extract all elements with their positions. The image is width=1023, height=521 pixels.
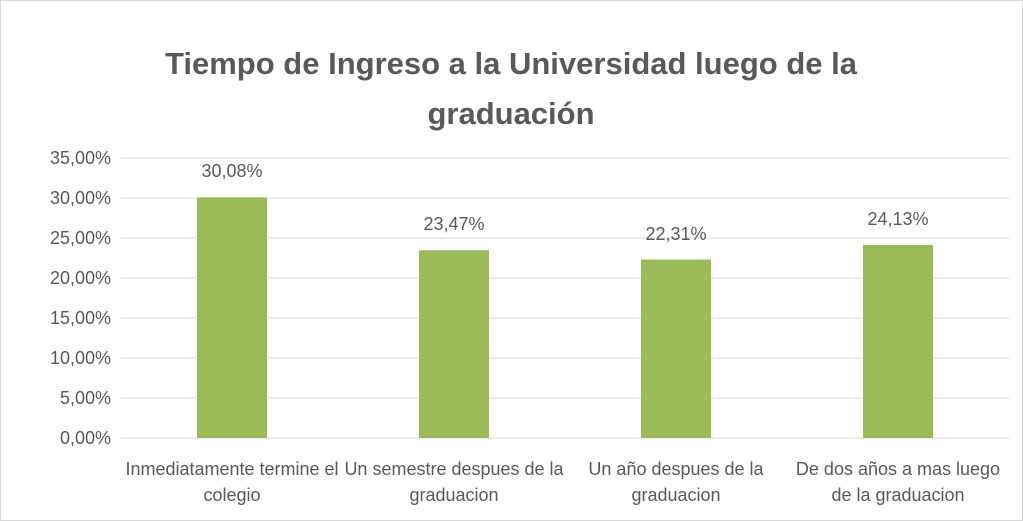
data-label: 24,13% — [867, 208, 929, 229]
bar — [419, 250, 489, 438]
data-label: 30,08% — [201, 161, 263, 182]
bar — [197, 197, 267, 438]
y-tick-label: 20,00% — [49, 268, 111, 288]
x-tick-label: Un año despues de la graduacion — [588, 459, 764, 505]
x-tick-label: Un semestre despues de la graduacion — [344, 459, 564, 505]
data-label: 22,31% — [645, 223, 707, 244]
y-tick-label: 10,00% — [49, 348, 111, 368]
x-tick-label: Inmediatamente termine el colegio — [125, 459, 339, 505]
y-tick-label: 30,00% — [49, 188, 111, 208]
y-tick-label: 0,00% — [59, 428, 111, 448]
data-label: 23,47% — [423, 214, 485, 235]
y-tick-label: 5,00% — [59, 388, 111, 408]
y-tick-label: 15,00% — [49, 308, 111, 328]
y-tick-label: 25,00% — [49, 228, 111, 248]
bar — [641, 259, 711, 438]
bar — [863, 244, 933, 438]
x-tick-label: De dos años a mas luego de la graduacion — [795, 459, 1001, 505]
chart-title: Tiempo de Ingreso a la Universidad luego… — [165, 46, 857, 131]
y-tick-label: 35,00% — [49, 148, 111, 168]
